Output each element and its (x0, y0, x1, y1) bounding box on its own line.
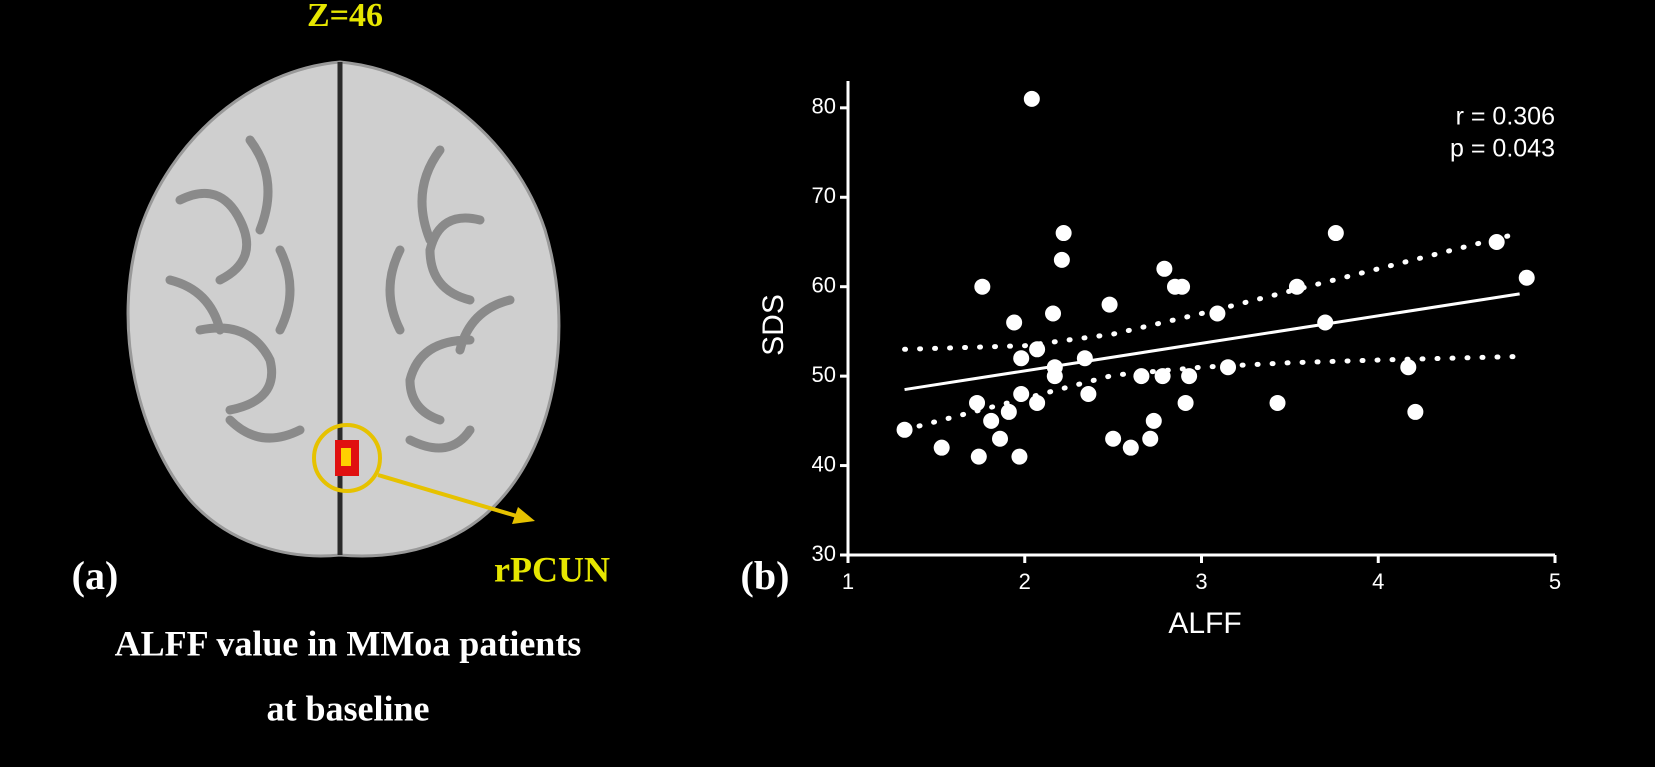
activation-peak (341, 448, 351, 466)
brain-sulci (165, 135, 515, 453)
data-point (1055, 225, 1072, 242)
pointer-arrow (377, 473, 521, 519)
y-tick-label: 30 (812, 541, 836, 566)
data-point (1288, 278, 1305, 295)
data-point (1013, 386, 1030, 403)
arrow-head (512, 507, 535, 524)
data-point (1000, 403, 1017, 420)
data-point (1105, 430, 1122, 447)
data-point (983, 412, 1000, 429)
data-point (896, 421, 913, 438)
data-point (1013, 350, 1030, 367)
caption: at baseline (266, 688, 429, 728)
data-point (1046, 368, 1063, 385)
data-point (1518, 269, 1535, 286)
data-point (1011, 448, 1028, 465)
data-point (992, 430, 1009, 447)
data-point (1122, 439, 1139, 456)
y-tick-label: 70 (812, 183, 836, 208)
panel-label: (b) (741, 553, 790, 598)
data-point (1006, 314, 1023, 331)
highlight-circle (312, 423, 382, 493)
data-point (1154, 368, 1171, 385)
slice-label: Z=46 (307, 0, 383, 34)
data-point (1145, 412, 1162, 429)
x-tick-label: 5 (1549, 569, 1561, 594)
y-axis-label: SDS (757, 294, 790, 356)
annotation: r = 0.306 (1456, 103, 1555, 131)
data-point (1045, 305, 1062, 322)
data-point (1080, 386, 1097, 403)
data-point (1400, 359, 1417, 376)
data-point (1029, 394, 1046, 411)
confidence-band (902, 353, 1523, 433)
data-point (1407, 403, 1424, 420)
data-point (970, 448, 987, 465)
caption: ALFF value in MMoa patients (115, 623, 582, 663)
x-axis-label: ALFF (1168, 607, 1241, 640)
data-point (1317, 314, 1334, 331)
data-point (1053, 251, 1070, 268)
data-point (1101, 296, 1118, 313)
brain-image (126, 60, 561, 558)
data-point (1181, 368, 1198, 385)
data-point (1488, 233, 1505, 250)
data-point (1209, 305, 1226, 322)
y-tick-label: 80 (812, 94, 836, 119)
data-point (933, 439, 950, 456)
data-point (974, 278, 991, 295)
data-point (1029, 341, 1046, 358)
regression-line (904, 292, 1520, 392)
y-tick-label: 50 (812, 362, 836, 387)
data-point (1133, 368, 1150, 385)
region-label: rPCUN (494, 549, 610, 589)
data-point (1142, 430, 1159, 447)
data-point (1327, 225, 1344, 242)
y-tick-label: 40 (812, 451, 836, 476)
data-point (1220, 359, 1237, 376)
data-point (1023, 90, 1040, 107)
data-point (1174, 278, 1191, 295)
data-point (969, 394, 986, 411)
data-point (1269, 394, 1286, 411)
annotation: p = 0.043 (1450, 135, 1555, 163)
data-point (1076, 350, 1093, 367)
x-tick-label: 3 (1195, 569, 1207, 594)
y-tick-label: 60 (812, 273, 836, 298)
x-tick-label: 1 (842, 569, 854, 594)
data-point (1156, 260, 1173, 277)
panel-label: (a) (72, 553, 119, 598)
x-tick-label: 4 (1372, 569, 1384, 594)
confidence-band (902, 230, 1523, 352)
data-point (1177, 394, 1194, 411)
x-tick-label: 2 (1019, 569, 1031, 594)
